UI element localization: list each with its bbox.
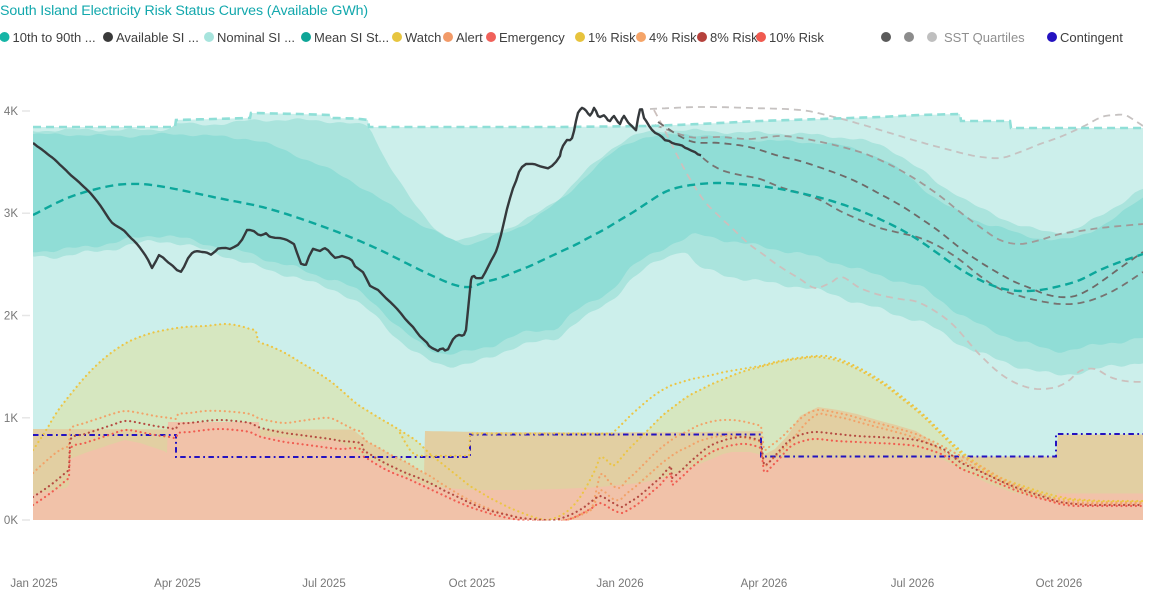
svg-text:Available SI ...: Available SI ... <box>116 30 199 45</box>
svg-text:Apr 2025: Apr 2025 <box>154 578 201 590</box>
svg-text:South Island Electricity Risk: South Island Electricity Risk Status Cur… <box>0 3 368 19</box>
svg-text:1K: 1K <box>4 413 18 425</box>
svg-text:3K: 3K <box>4 208 18 220</box>
svg-text:4K: 4K <box>4 106 18 118</box>
svg-text:Jul 2025: Jul 2025 <box>302 578 345 590</box>
svg-text:1% Risk: 1% Risk <box>588 30 636 45</box>
svg-text:Alert: Alert <box>456 30 483 45</box>
svg-text:2K: 2K <box>4 311 18 323</box>
svg-text:Oct 2026: Oct 2026 <box>1036 578 1083 590</box>
svg-text:Jan 2026: Jan 2026 <box>596 578 643 590</box>
svg-text:10th to 90th ...: 10th to 90th ... <box>13 30 96 45</box>
svg-text:Contingent: Contingent <box>1060 30 1123 45</box>
svg-text:Emergency: Emergency <box>499 30 565 45</box>
svg-text:SST Quartiles: SST Quartiles <box>944 30 1025 45</box>
svg-text:Apr 2026: Apr 2026 <box>741 578 788 590</box>
svg-text:Watch: Watch <box>405 30 441 45</box>
svg-text:Jan 2025: Jan 2025 <box>10 578 57 590</box>
svg-text:10% Risk: 10% Risk <box>769 30 824 45</box>
svg-text:8% Risk: 8% Risk <box>710 30 758 45</box>
svg-text:Nominal SI ...: Nominal SI ... <box>217 30 295 45</box>
svg-text:4% Risk: 4% Risk <box>649 30 697 45</box>
svg-text:Oct 2025: Oct 2025 <box>449 578 496 590</box>
svg-text:0K: 0K <box>4 515 18 527</box>
svg-text:Jul 2026: Jul 2026 <box>891 578 934 590</box>
svg-text:Mean SI St...: Mean SI St... <box>314 30 389 45</box>
